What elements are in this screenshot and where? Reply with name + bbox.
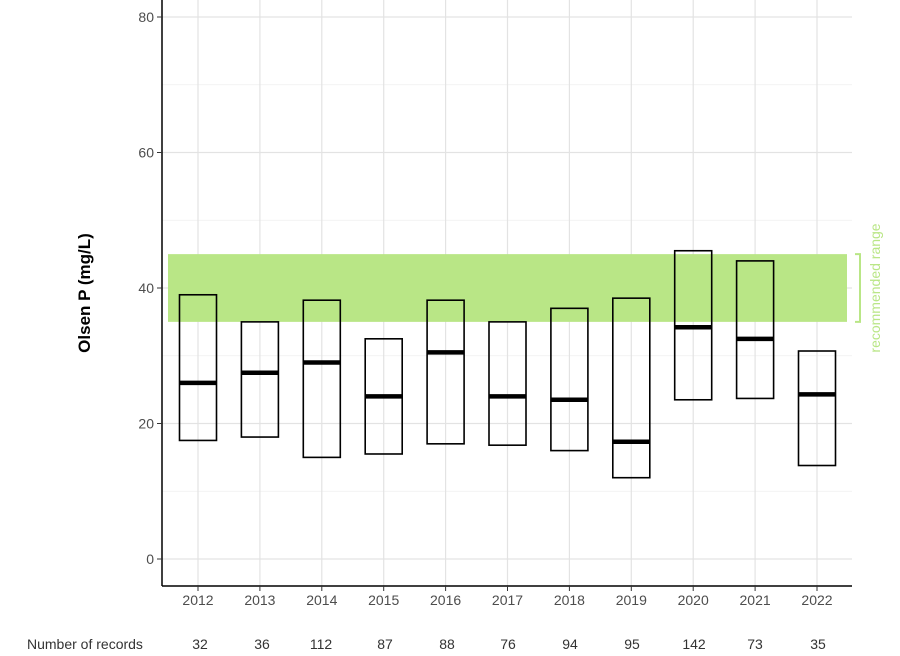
record-count: 142 [682,636,706,652]
record-count: 32 [192,636,208,652]
box-2016 [426,299,465,445]
recommended-range-band [168,254,847,322]
recommended-range-bracket [855,253,861,323]
y-tick-label: 80 [138,9,154,25]
x-tick-label: 2022 [801,592,832,608]
record-count: 73 [747,636,763,652]
record-count: 112 [310,636,333,652]
records-row: 32 36 112 87 88 76 94 95 142 73 35 [192,636,826,652]
record-count: 94 [562,636,578,652]
x-tick-label: 2018 [554,592,585,608]
x-tick-label: 2013 [244,592,275,608]
record-count: 36 [254,636,270,652]
x-tick-label: 2016 [430,592,461,608]
x-tick-label: 2015 [368,592,399,608]
x-tick-layer: 2012 2013 2014 2015 2016 2017 2018 2019 2020 2021… [182,586,833,608]
record-count: 76 [500,636,516,652]
x-tick-label: 2012 [182,592,213,608]
record-count: 35 [810,636,826,652]
recommended-range-label: recommended range [867,223,883,352]
record-count: 88 [439,636,455,652]
box-2014 [302,299,342,459]
y-tick-label: 60 [138,145,154,161]
box-2012 [178,293,218,442]
record-count: 87 [377,636,393,652]
y-tick-label: 0 [146,551,154,567]
x-tick-label: 2017 [492,592,523,608]
y-tick-label: 20 [138,416,154,432]
x-tick-label: 2019 [616,592,647,608]
box-layer [178,249,837,479]
y-tick-layer: 0 20 40 60 80 [138,9,162,567]
box-2018 [550,307,589,452]
record-count: 95 [624,636,640,652]
x-tick-label: 2014 [306,592,337,608]
x-tick-label: 2021 [740,592,771,608]
box-2021 [735,260,775,400]
records-row-label: Number of records [27,636,143,652]
y-tick-label: 40 [138,280,154,296]
box-2022 [797,350,837,467]
x-tick-label: 2020 [678,592,709,608]
y-axis-label: Olsen P (mg/L) [75,233,94,353]
box-2017 [488,321,527,446]
box-2019 [611,297,651,479]
box-2013 [240,321,280,438]
